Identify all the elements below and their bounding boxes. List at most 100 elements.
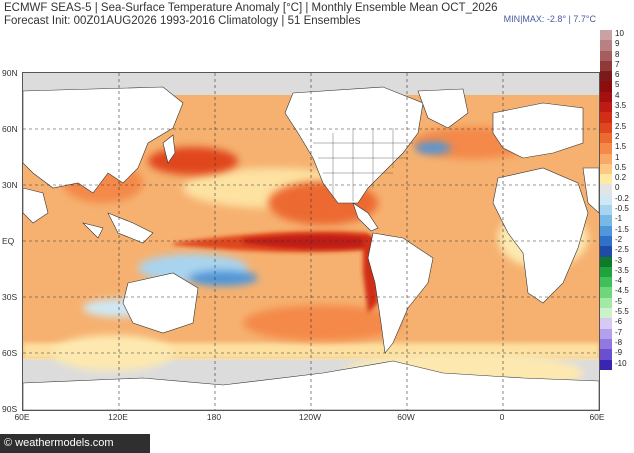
colorbar-swatch	[600, 102, 612, 113]
colorbar-label: 10	[615, 29, 624, 38]
colorbar-label: -2.5	[615, 245, 629, 255]
colorbar-level: -5	[600, 296, 634, 309]
el-nino-tongue	[173, 231, 383, 313]
colorbar-level: 0.2	[600, 173, 634, 185]
colorbar-swatch	[600, 132, 612, 144]
title-line-1: ECMWF SEAS-5 | Sea-Surface Temperature A…	[4, 2, 498, 14]
lat-label-30n: 30N	[2, 180, 18, 190]
colorbar-label: -10	[615, 358, 627, 368]
colorbar-level: -8	[600, 337, 634, 350]
colorbar-swatch	[600, 225, 612, 236]
colorbar-level: -0.5	[600, 204, 634, 216]
colorbar-level: 4	[600, 90, 634, 103]
colorbar-label: 3	[615, 111, 620, 121]
land-greenland	[417, 88, 469, 129]
colorbar-label: -4.5	[615, 286, 629, 296]
colorbar-swatch	[600, 60, 612, 72]
land-africa	[492, 167, 589, 304]
colorbar-level: 0	[600, 183, 634, 195]
colorbar-level: 1	[600, 153, 634, 164]
lon-label-120w: 120W	[298, 412, 322, 422]
colorbar-level: -4.5	[600, 286, 634, 298]
colorbar-swatch	[600, 30, 612, 41]
lon-label-120e: 120E	[108, 412, 128, 422]
title-line-2: Forecast Init: 00Z01AUG2026 1993-2016 Cl…	[4, 15, 361, 27]
land-japan	[162, 134, 176, 164]
land-south-america	[367, 232, 434, 354]
colorbar-level: -1.5	[600, 224, 634, 236]
lat-label-60n: 60N	[2, 124, 18, 134]
colorbar-swatch	[600, 235, 612, 247]
colorbar-swatch	[600, 153, 612, 164]
colorbar-label: 5	[615, 80, 620, 90]
lon-label-60w: 60W	[397, 412, 415, 422]
lon-label-180: 180	[206, 412, 222, 422]
colorbar-swatch	[600, 194, 612, 206]
colorbar-level: -1	[600, 214, 634, 226]
colorbar-label: -5	[615, 296, 623, 306]
colorbar-level: -9	[600, 348, 634, 360]
colorbar-swatch	[600, 287, 612, 298]
colorbar-label: -6	[615, 317, 623, 327]
land-se-asia	[82, 212, 154, 244]
land-australia	[122, 272, 199, 334]
colorbar-label: 2	[615, 131, 620, 141]
state-lines	[313, 128, 413, 201]
colorbar-level: 10	[600, 29, 634, 41]
minmax-readout: MIN|MAX: -2.8° | 7.7°C	[503, 14, 596, 24]
colorbar-swatch	[600, 40, 612, 51]
colorbar-label: -5.5	[615, 307, 629, 317]
colorbar-label: -0.5	[615, 204, 629, 214]
colorbar-swatch	[600, 174, 612, 185]
colorbar-label: 0.5	[615, 162, 627, 172]
lat-label-30s: 30S	[2, 292, 18, 302]
colorbar-level: 3.5	[600, 101, 634, 113]
lat-label-90n: 90N	[2, 68, 18, 78]
colorbar-swatch	[600, 349, 612, 360]
colorbar-swatch	[600, 318, 612, 329]
land-asia	[23, 86, 184, 194]
colorbar-swatch	[600, 308, 612, 319]
lat-label-eq: EQ	[2, 236, 15, 246]
colorbar-label: -9	[615, 348, 623, 358]
colorbar-label: -3	[615, 255, 623, 265]
colorbar-label: -7	[615, 327, 623, 337]
colorbar-level: -0.2	[600, 194, 634, 206]
colorbar-label: 0	[615, 183, 620, 193]
colorbar-label: 4	[615, 90, 620, 100]
colorbar-label: 7	[615, 59, 620, 69]
colorbar-swatch	[600, 338, 612, 350]
colorbar-level: -3	[600, 255, 634, 267]
colorbar-label: 9	[615, 39, 620, 49]
colorbar-swatch	[600, 215, 612, 226]
colorbar-label: 0.2	[615, 173, 627, 183]
colorbar-swatch	[600, 328, 612, 339]
colorbar-label: -8	[615, 337, 623, 347]
colorbar-label: 6	[615, 70, 620, 80]
lat-label-60s: 60S	[2, 348, 18, 358]
colorbar-legend: 10 9 8 7 6 5 4 3.5 3 2.5 2 1.5 1 0.5 0.2 0 -0.2 -0.5 -1 -1.…	[600, 29, 634, 370]
colorbar-swatch	[600, 359, 612, 370]
colorbar-swatch	[600, 81, 612, 92]
colorbar-level: 3	[600, 111, 634, 123]
colorbar-level: -4	[600, 276, 634, 288]
lon-label-0: 0	[499, 412, 505, 422]
colorbar-swatch	[600, 50, 612, 61]
colorbar-swatch	[600, 205, 612, 216]
colorbar-label: 2.5	[615, 121, 627, 131]
colorbar-swatch	[600, 163, 612, 175]
colorbar-swatch	[600, 246, 612, 257]
colorbar-label: -1.5	[615, 224, 629, 234]
lat-label-90s: 90S	[2, 404, 18, 414]
colorbar-level: 9	[600, 39, 634, 51]
colorbar-swatch	[600, 256, 612, 267]
colorbar-level: -6	[600, 317, 634, 329]
colorbar-label: 3.5	[615, 101, 627, 111]
colorbar-level: 1.5	[600, 142, 634, 154]
colorbar-level: 2.5	[600, 121, 634, 133]
colorbar-swatch	[600, 112, 612, 123]
colorbar-swatch	[600, 143, 612, 154]
lon-label-60e-right: 60E	[589, 412, 605, 422]
colorbar-level: -10	[600, 358, 634, 370]
colorbar-level: -7	[600, 327, 634, 339]
